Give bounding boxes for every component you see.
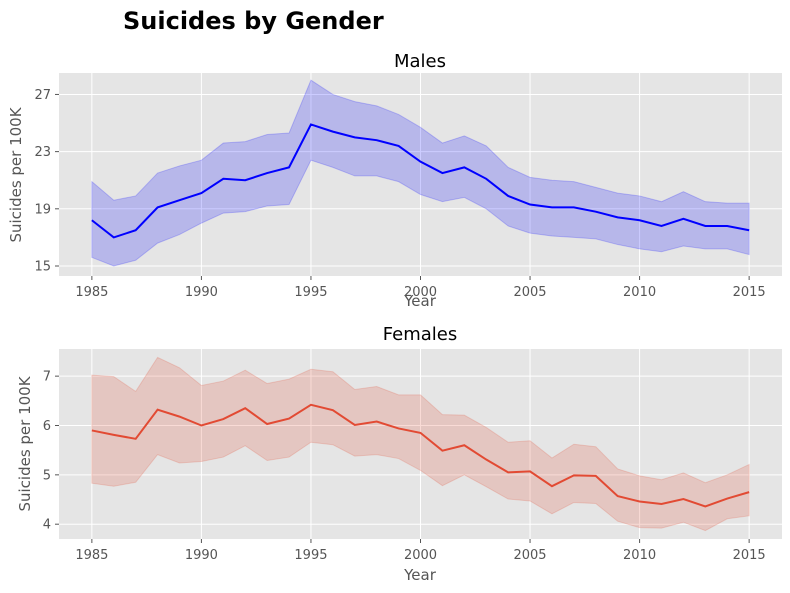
females-title: Females <box>383 324 457 345</box>
x-tick-label: 2010 <box>623 285 656 300</box>
x-tick-label: 1985 <box>75 285 108 300</box>
y-tick-label: 27 <box>34 88 51 103</box>
females-x-axis-label: Year <box>403 566 437 584</box>
x-tick-label: 2000 <box>404 285 437 300</box>
y-tick-label: 4 <box>43 518 51 533</box>
y-tick-label: 6 <box>43 419 51 434</box>
x-tick-label: 2015 <box>733 548 766 563</box>
y-tick-label: 7 <box>43 370 51 385</box>
x-tick-label: 1990 <box>185 548 218 563</box>
figure-title: Suicides by Gender <box>123 7 384 35</box>
y-tick-label: 19 <box>34 202 51 217</box>
x-tick-label: 2000 <box>404 548 437 563</box>
x-tick-label: 1995 <box>294 548 327 563</box>
x-tick-label: 2005 <box>513 285 546 300</box>
males-x-axis-label: Year <box>403 292 437 310</box>
x-tick-label: 2010 <box>623 548 656 563</box>
males-ticks: 1985 1990 1995 2000 2005 2010 2015 15 19 23 27 <box>34 88 765 300</box>
males-gridlines <box>59 73 782 276</box>
males-confidence-band <box>91 79 750 267</box>
males-mean-line <box>91 123 750 239</box>
females-confidence-band <box>91 356 750 532</box>
females-y-axis-label: Suicides per 100K <box>16 375 34 511</box>
females-gridlines <box>59 349 782 539</box>
females-panel: 1985 1990 1995 2000 2005 2010 2015 4 5 6 7 Females… <box>16 324 782 584</box>
x-tick-label: 2005 <box>513 548 546 563</box>
x-tick-label: 1995 <box>294 285 327 300</box>
x-tick-label: 2015 <box>733 285 766 300</box>
x-tick-label: 1985 <box>75 548 108 563</box>
males-title: Males <box>394 51 446 72</box>
y-tick-label: 5 <box>43 468 51 483</box>
y-tick-label: 23 <box>34 145 51 160</box>
females-mean-line <box>91 403 750 508</box>
males-y-axis-label: Suicides per 100K <box>7 106 25 242</box>
females-ticks: 1985 1990 1995 2000 2005 2010 2015 4 5 6 7 <box>43 370 766 563</box>
x-tick-label: 1990 <box>185 285 218 300</box>
y-tick-label: 15 <box>34 259 51 274</box>
males-panel: 1985 1990 1995 2000 2005 2010 2015 15 19 23 27 Mal… <box>7 51 782 310</box>
